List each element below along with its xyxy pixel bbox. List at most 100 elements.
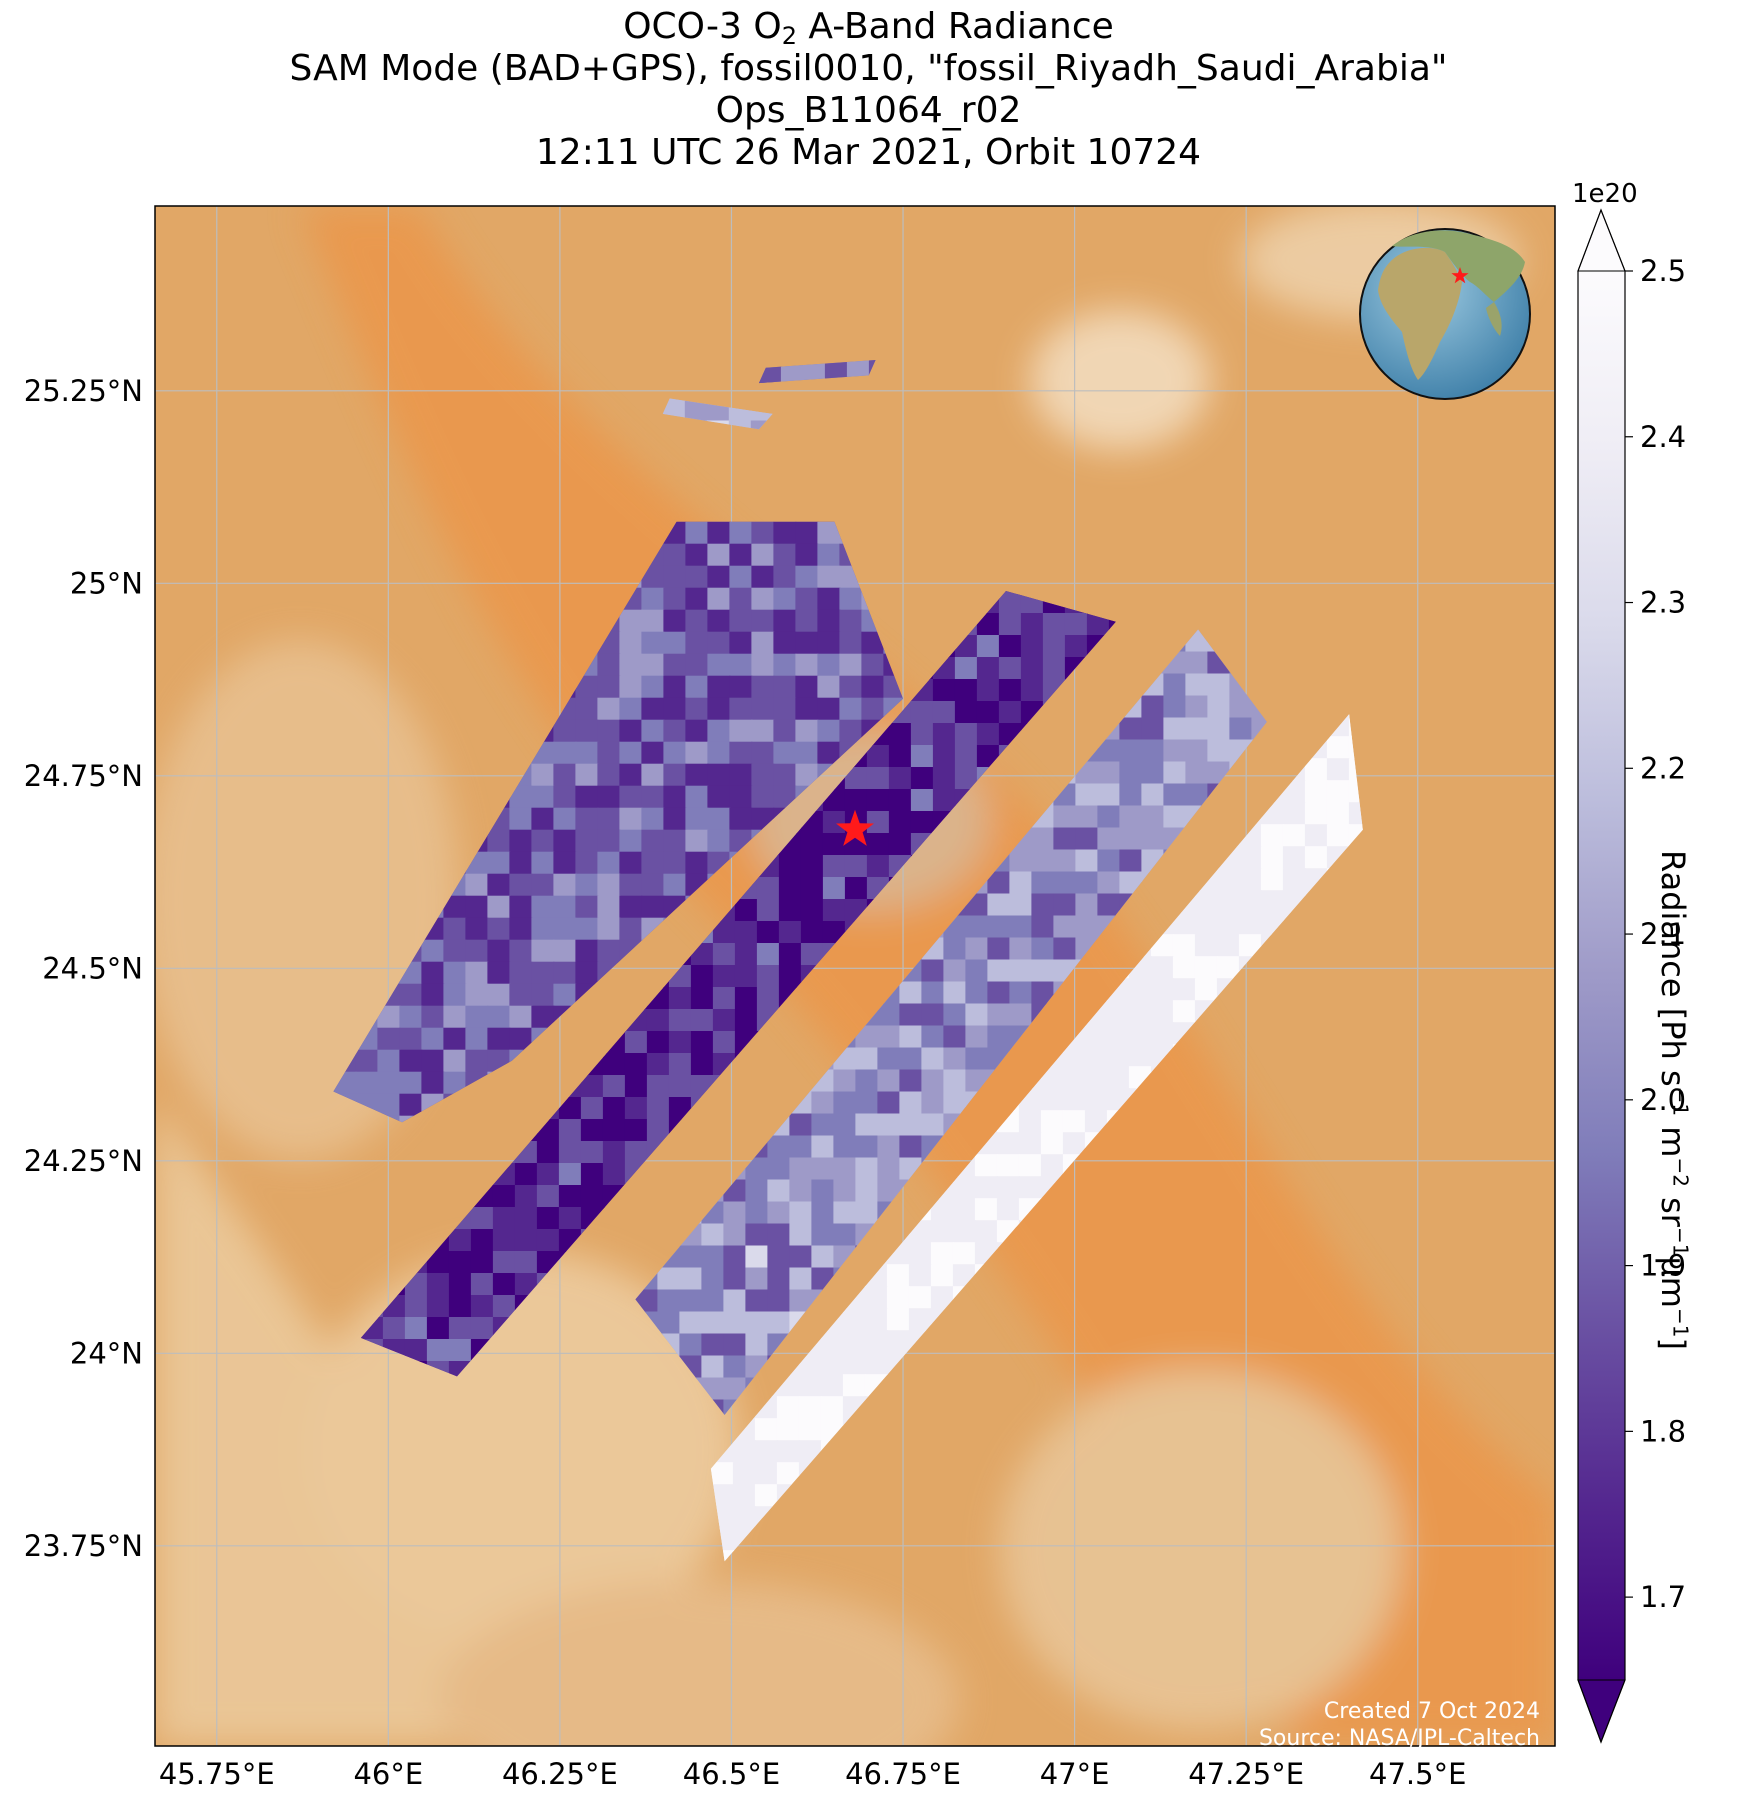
radiance-cell [531,939,555,963]
radiance-cell [1062,1066,1086,1090]
radiance-cell [355,1049,379,1073]
radiance-cell [663,807,687,831]
radiance-cell [932,745,956,768]
radiance-cell [536,1141,560,1164]
radiance-cell [789,1157,813,1181]
radiance-cell [800,855,824,878]
radiance-cell [641,807,665,831]
radiance-cell [421,1027,445,1051]
radiance-cell [751,609,775,633]
radiance-cell [641,565,665,589]
radiance-cell [470,1229,494,1252]
radiance-cell [767,1311,791,1335]
radiance-cell [707,675,731,699]
radiance-cell [751,631,775,655]
radiance-cell [998,679,1022,702]
radiance-cell [1097,849,1121,873]
radiance-cell [811,1223,835,1247]
radiance-cell [795,609,819,633]
radiance-cell [663,763,687,787]
radiance-cell [921,1069,945,1093]
radiance-cell [465,961,489,985]
radiance-cell [954,767,978,790]
radiance-cell [952,1220,976,1244]
radiance-cell [943,1091,967,1115]
radiance-cell [641,785,665,809]
radiance-cell [685,631,709,655]
radiance-cell [1207,739,1231,763]
radiance-cell [798,1418,822,1442]
radiance-cell [751,741,775,765]
radiance-cell [679,1289,703,1313]
radiance-cell [619,741,643,765]
radiance-cell [932,789,956,812]
radiance-cell [877,1113,901,1137]
radiance-cell [1282,824,1306,848]
radiance-cell [619,895,643,919]
radiance-cell [842,1330,866,1354]
radiance-cell [1304,824,1328,848]
india-landmass [1486,302,1502,336]
latitude-tick-labels: 25.25°N 25°N 24.75°N 24.5°N 24.25°N 24°N 23.75… [24,374,143,1563]
radiance-cell [685,719,709,743]
radiance-cell [553,983,577,1007]
radiance-cell [619,609,643,633]
radiance-cell [767,1245,791,1269]
radiance-cell [448,1295,472,1318]
radiance-cell [531,851,555,875]
radiance-cell [624,1119,648,1142]
radiance-cell [932,723,956,746]
radiance-cell [811,1201,835,1225]
radiance-cell [877,1025,901,1049]
radiance-cell [575,675,599,699]
radiance-cell [712,965,736,988]
colorbar-tick-label: 1.7 [1640,1580,1686,1614]
radiance-cell [789,1201,813,1225]
radiance-cell [773,609,797,633]
radiance-cell [663,785,687,809]
radiance-cell [839,609,863,633]
radiance-cell [756,899,780,922]
radiance-cell [811,1135,835,1159]
lat-tick-label: 23.75°N [24,1529,143,1563]
radiance-cell [487,939,511,963]
radiance-cell [767,1157,791,1181]
radiance-cell [855,1113,879,1137]
radiance-cell [1020,613,1044,636]
radiance-cell [1326,758,1350,782]
radiance-cell [833,1113,857,1137]
radiance-cell [756,921,780,944]
radiance-cell [842,1308,866,1332]
radiance-cell [776,1396,800,1420]
radiance-cell [707,829,731,853]
colorbar-tick-label: 2.4 [1640,420,1686,454]
radiance-cell [443,895,467,919]
radiance-cell [685,543,709,567]
title-line-1: OCO-3 O2 A-Band Radiance [623,6,1114,50]
colorbar-tick-label: 2.1 [1640,917,1686,951]
radiance-cell [1128,1000,1152,1024]
radiance-cell [685,763,709,787]
radiance-cell [943,981,967,1005]
radiance-cell [1031,849,1055,873]
radiance-cell [789,1179,813,1203]
radiance-cell [833,1201,857,1225]
radiance-cell [930,1286,954,1310]
radiance-cell [833,1091,857,1115]
radiance-cell [855,1179,879,1203]
radiance-cell [421,1005,445,1029]
radiance-cell [580,1097,604,1120]
radiance-cell [1031,981,1055,1005]
radiance-cell [426,1295,450,1318]
radiance-cell [509,785,533,809]
radiance-cell [1064,613,1088,636]
radiance-cell [899,1047,923,1071]
radiance-cell [839,631,863,655]
radiance-cell [624,1031,648,1054]
radiance-cell [707,631,731,655]
radiance-cell [421,961,445,985]
radiance-cell [1229,717,1253,741]
radiance-cell [987,937,1011,961]
radiance-cell [965,959,989,983]
radiance-cell [509,961,533,985]
